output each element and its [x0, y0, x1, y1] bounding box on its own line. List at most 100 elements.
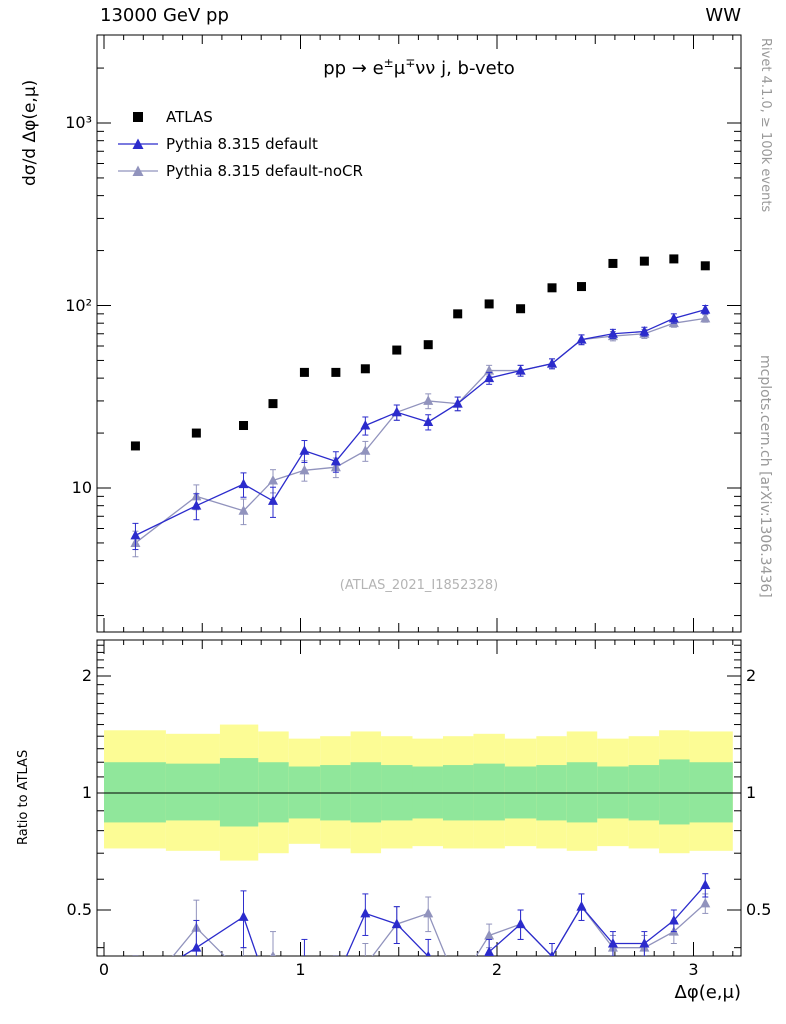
pythia-default-point	[423, 416, 434, 426]
ratio-tick-label-right: 2	[746, 666, 757, 685]
pythia-default-ratio-line	[181, 884, 706, 956]
pythia-default-nocr-ratio-point	[239, 970, 249, 980]
pythia-default-ratio-point	[607, 937, 618, 948]
ratio-tick-label-right: 1	[746, 783, 757, 802]
pythia-default-point	[267, 495, 278, 505]
atlas-point	[299, 367, 309, 377]
main-panel-frame	[96, 34, 742, 633]
pythia-default-point	[515, 365, 526, 375]
pythia-default-nocr-line	[135, 317, 706, 544]
pythia-default-nocr-ratio-line	[172, 902, 706, 956]
pythia-default-point	[360, 420, 371, 430]
atlas-point	[639, 256, 649, 266]
green-band-bin	[219, 758, 259, 827]
pythia-default-nocr-point	[267, 474, 278, 485]
mcplots-caption: mcplots.cern.ch [arXiv:1306.3436]	[757, 355, 773, 598]
green-band-bin	[412, 766, 443, 819]
pythia-default-nocr-ratio-point	[270, 950, 276, 956]
pythia-default-point	[238, 478, 249, 489]
ratio-tick-label-right: 0.5	[746, 900, 772, 919]
analysis-id-watermark: (ATLAS_2021_I1852328)	[339, 578, 499, 593]
pythia-default-ratio-point	[549, 950, 555, 956]
pythia-nocr-marker-icon	[118, 165, 158, 176]
x-axis-tick-label: 2	[491, 960, 503, 979]
y-axis-tick-label: 10³	[65, 113, 92, 132]
series-pythia-default	[130, 304, 711, 551]
pythia-default-nocr-point	[299, 464, 310, 475]
pythia-default-point	[607, 328, 618, 338]
green-band-bin	[566, 762, 598, 823]
atlas-point	[516, 304, 526, 314]
green-band-bin	[597, 766, 629, 819]
pythia-default-point	[576, 334, 587, 344]
ratio-uncertainty-bands	[104, 724, 733, 861]
pythia-default-ratio-point	[668, 914, 679, 925]
ratio-pythia-default	[132, 873, 711, 1006]
pythia-default-nocr-ratio-point	[130, 996, 140, 1006]
axis-ticks	[97, 35, 741, 956]
pythia-default-ratio-point	[191, 942, 202, 952]
atlas-point	[239, 421, 249, 431]
green-band-bin	[104, 762, 166, 823]
x-axis-tick-label: 3	[688, 960, 699, 979]
pythia-default-nocr-ratio-point	[423, 907, 434, 918]
atlas-square-marker-icon	[133, 112, 143, 122]
pythia-default-ratio-point	[639, 937, 650, 948]
pythia-default-ratio-point	[268, 996, 278, 1006]
ratio-pythia-default-nocr	[130, 893, 711, 1006]
green-band-bin	[473, 763, 505, 821]
pythia-default-ratio-point	[484, 946, 495, 956]
atlas-point	[700, 261, 710, 271]
title-text: νν j, b-veto	[415, 58, 515, 79]
pythia-default-nocr-point	[238, 505, 249, 515]
ratio-axis-title: Ratio to ATLAS	[16, 749, 31, 845]
ratio-tick-label-left: 1	[81, 783, 92, 802]
pythia-default-line	[135, 308, 706, 536]
rivet-version-caption: Rivet 4.1.0, ≥ 100k events	[758, 38, 773, 213]
pythia-default-nocr-ratio-point	[360, 960, 370, 970]
pythia-default-point	[299, 445, 310, 455]
y-axis-tick-label: 10²	[65, 295, 92, 315]
legend-label-atlas: ATLAS	[166, 108, 213, 126]
plot-title: pp → e±μ∓νν j, b-veto	[97, 56, 741, 79]
green-band-bin	[288, 766, 321, 819]
series-atlas	[130, 254, 710, 451]
green-band-bin	[689, 762, 733, 823]
beam-energy-label: 13000 GeV pp	[100, 5, 229, 26]
title-text: μ	[393, 58, 406, 79]
green-band-bin	[659, 759, 690, 825]
pythia-default-nocr-ratio-point	[331, 991, 341, 1001]
pythia-default-nocr-point	[700, 312, 711, 323]
green-band-bin	[258, 762, 289, 823]
atlas-point	[360, 364, 370, 374]
pythia-default-ratio-point	[425, 950, 431, 956]
ratio-tick-label-left: 0.5	[66, 900, 92, 919]
pythia-default-nocr-ratio-point	[484, 929, 495, 940]
pythia-default-nocr-ratio-point	[453, 980, 463, 990]
pythia-default-point	[668, 312, 679, 323]
title-text: pp → e	[323, 58, 384, 79]
pythia-default-nocr-ratio-point	[700, 897, 711, 908]
pythia-default-ratio-point	[515, 918, 526, 929]
x-axis-tick-label: 0	[98, 960, 110, 979]
pythia-default-point	[639, 326, 650, 336]
legend-item-atlas: ATLAS	[116, 107, 213, 127]
title-sup-minusplus: ∓	[405, 56, 416, 70]
pythia-default-point	[700, 304, 711, 314]
atlas-point	[484, 299, 494, 309]
pythia-default-point	[391, 406, 402, 417]
legend-item-pythia-default: Pythia 8.315 default	[116, 134, 318, 154]
pythia-default-ratio-point	[453, 980, 463, 990]
green-band-bin	[165, 763, 220, 821]
atlas-point	[331, 367, 341, 377]
y-axis-title: dσ/d Δφ(e,μ)	[20, 79, 40, 186]
pythia-default-point	[330, 455, 341, 466]
series-pythia-default-nocr	[130, 312, 711, 558]
atlas-point	[608, 258, 618, 268]
process-label: WW	[705, 5, 741, 26]
atlas-point	[453, 309, 463, 319]
legend-label-pythia-default: Pythia 8.315 default	[166, 135, 318, 153]
title-sup-plusminus: ±	[383, 56, 394, 70]
atlas-point	[268, 399, 278, 409]
